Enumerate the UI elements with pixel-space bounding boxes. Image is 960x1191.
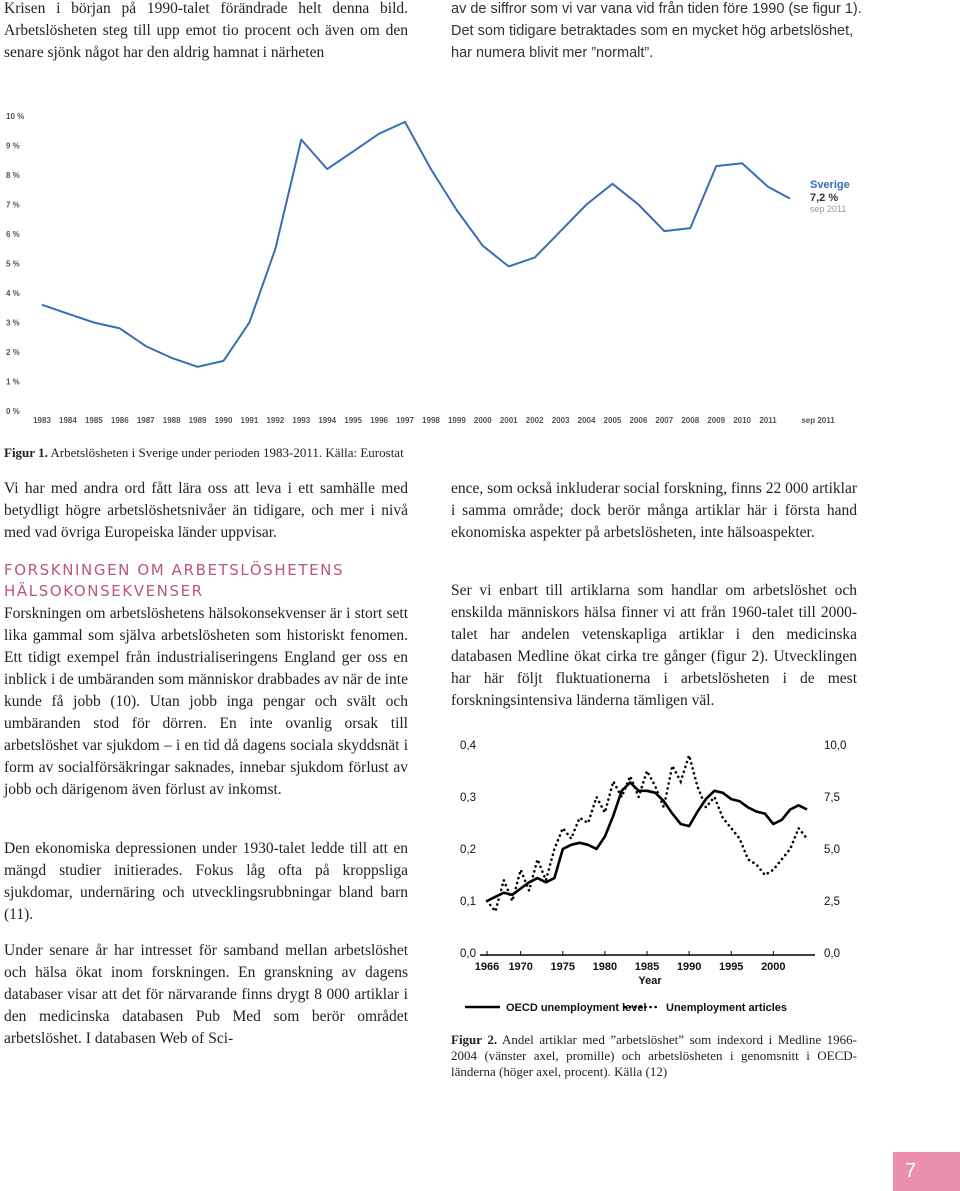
x-tick-label: 1985 [85, 416, 103, 425]
x-tick-label: 2000 [761, 961, 785, 973]
x-tick-label: 1990 [677, 961, 701, 973]
figure-2-chart: 0,0 0,1 0,2 0,3 0,4 0,0 2,5 5,0 7,5 10,0 1966 1970 1… [460, 740, 846, 1014]
x-tick-label: 1992 [266, 416, 284, 425]
y-tick-label: 0,3 [460, 792, 476, 804]
x-tick-label: 1995 [344, 416, 362, 425]
data-line [485, 750, 809, 915]
x-tick-label: 1994 [318, 416, 336, 425]
y-tick-label: 6 % [6, 230, 20, 239]
x-tick-label: 1997 [396, 416, 414, 425]
y2-tick-label: 5,0 [824, 844, 840, 856]
value-label: 7,2 % [810, 192, 838, 204]
page-number: 7 [893, 1152, 960, 1191]
y-tick-label: 9 % [6, 142, 20, 151]
paragraph: Krisen i början på 1990-talet förändrade… [4, 0, 408, 61]
x-tick-label: 1999 [448, 416, 466, 425]
paragraph: Under senare år har intresset för samban… [4, 942, 408, 1047]
x-tick-label: 1984 [59, 416, 77, 425]
legend-label: Sverige [810, 179, 850, 191]
data-line [486, 781, 808, 903]
caption-label: Figur 1. [4, 445, 48, 460]
y-tick-label: 0,4 [460, 740, 477, 752]
x-tick-label: 2004 [578, 416, 596, 425]
y-tick-label: 7 % [6, 201, 20, 210]
x-tick-label: 1983 [33, 416, 51, 425]
caption-text: Arbetslösheten i Sverige under perioden … [50, 445, 404, 460]
caption: Figur 1. Arbetslösheten i Sverige under … [4, 445, 504, 461]
x-tick-label: 2006 [629, 416, 647, 425]
paragraph: ence, som också inkluderar social forskn… [451, 480, 857, 541]
y-tick-label: 10 % [6, 112, 24, 121]
figure-1-chart: 0 % 1 % 2 % 3 % 4 % 5 % 6 % 7 % 8 % 9 % 10 % 1983 19… [6, 112, 850, 425]
x-tick-label: 2003 [552, 416, 570, 425]
x-tick-label: 1989 [189, 416, 207, 425]
x-tick-label: 1990 [215, 416, 233, 425]
y2-tick-label: 0,0 [824, 948, 840, 960]
y-tick-label: 5 % [6, 260, 20, 269]
paragraph: Forskningen om arbetslöshetens hälsokons… [4, 605, 408, 798]
x-tick-label: 2007 [655, 416, 673, 425]
x-tick-label: 1985 [635, 961, 659, 973]
x-tick-label: 2002 [526, 416, 544, 425]
data-line [41, 120, 791, 368]
x-tick-label: 1996 [370, 416, 388, 425]
x-tick-label: 2011 [759, 416, 777, 425]
y-tick-label: 0,2 [460, 844, 476, 856]
y-tick-label: 3 % [6, 319, 20, 328]
x-tick-label: 1980 [593, 961, 617, 973]
caption-text: Andel artiklar med ”arbetslöshet” som in… [451, 1032, 857, 1079]
legend-label: OECD unemployment level [506, 1002, 647, 1014]
x-tick-label: 2010 [733, 416, 751, 425]
x-tick-label: sep 2011 [801, 416, 835, 425]
caption: Figur 2. Andel artiklar med ”arbetslöshe… [451, 1032, 857, 1080]
x-tick-label: 1987 [137, 416, 155, 425]
x-tick-label: 1970 [508, 961, 532, 973]
x-tick-label: 1991 [241, 416, 259, 425]
x-tick-label: 1995 [719, 961, 743, 973]
paragraph: Vi har med andra ord fått lära oss att l… [4, 480, 408, 541]
y2-tick-label: 10,0 [824, 740, 846, 752]
y-tick-label: 4 % [6, 289, 20, 298]
y2-tick-label: 2,5 [824, 896, 840, 908]
y2-tick-label: 7,5 [824, 792, 840, 804]
x-tick-label: 1986 [111, 416, 129, 425]
section-heading: FORSKNINGEN OM ARBETSLÖSHETENS HÄLSOKONS… [4, 561, 345, 600]
x-tick-label: 1966 [475, 961, 499, 973]
date-label: sep 2011 [810, 204, 846, 214]
x-tick-label: 1993 [292, 416, 310, 425]
legend-label: Unemployment articles [666, 1002, 787, 1014]
x-tick-label: 2008 [681, 416, 699, 425]
x-axis-label: Year [638, 975, 662, 987]
paragraph: Den ekonomiska depressionen under 1930-t… [4, 840, 408, 923]
x-tick-label: 1988 [163, 416, 181, 425]
y-tick-label: 8 % [6, 171, 20, 180]
paragraph: av de siffror som vi var vana vid från t… [451, 1, 862, 61]
y-tick-label: 1 % [6, 378, 20, 387]
x-tick-label: 2001 [500, 416, 518, 425]
y-tick-label: 0 % [6, 407, 20, 416]
y-tick-label: 2 % [6, 348, 20, 357]
y-tick-label: 0,1 [460, 896, 476, 908]
paragraph: Ser vi enbart till artiklarna som handla… [451, 582, 857, 709]
x-tick-label: 2009 [707, 416, 725, 425]
y-tick-label: 0,0 [460, 948, 476, 960]
x-tick-label: 2005 [604, 416, 622, 425]
caption-label: Figur 2. [451, 1032, 498, 1047]
x-tick-label: 2000 [474, 416, 492, 425]
x-tick-label: 1975 [551, 961, 575, 973]
x-tick-label: 1998 [422, 416, 440, 425]
